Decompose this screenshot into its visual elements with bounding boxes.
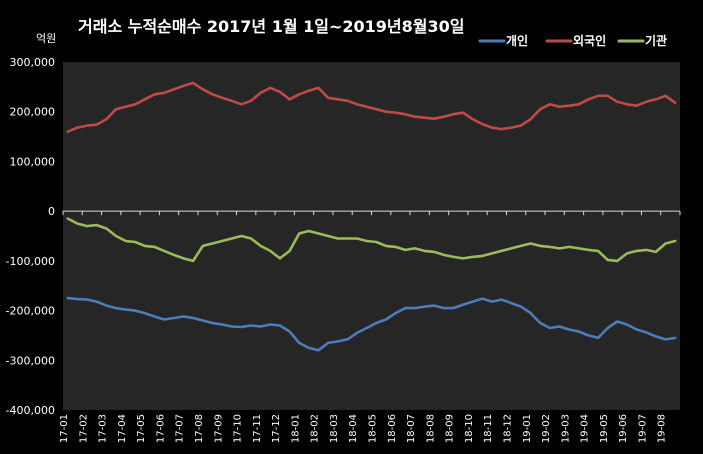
series-line-1 [66, 81, 677, 133]
x-tick-label: 17-04 [117, 414, 128, 443]
y-axis: 300,000 200,000 100,000 0 -100,000 -200,000 -3… [6, 56, 55, 417]
x-tick-label: 19-07 [637, 414, 648, 443]
x-tick-label: 18-09 [445, 414, 456, 443]
x-tick-label: 17-08 [194, 414, 205, 443]
x-tick-label: 18-04 [348, 414, 359, 443]
x-tick-label: 18-03 [329, 414, 340, 443]
x-tick-label: 18-05 [368, 414, 379, 443]
x-tick-label: 19-04 [580, 414, 591, 443]
unit-label: 억원 [36, 32, 56, 45]
y-tick-label: 100,000 [10, 155, 56, 168]
x-axis-labels: 17-01 17-02 17-03 17-04 17-05 17-06 17-07 17-08… [59, 414, 668, 443]
y-tick-label: -100,000 [6, 255, 55, 268]
x-tick-label: 17-01 [59, 414, 70, 443]
legend-label: 기관 [645, 33, 667, 48]
y-tick-label: -400,000 [6, 404, 55, 417]
x-tick-marks [62, 211, 681, 216]
series-line-0 [66, 296, 677, 352]
x-tick-label: 18-06 [387, 414, 398, 443]
x-tick-label: 19-06 [618, 414, 629, 443]
x-tick-label: 19-05 [599, 414, 610, 443]
x-tick-label: 19-08 [657, 414, 668, 443]
x-tick-label: 18-12 [502, 414, 513, 443]
y-tick-label: -200,000 [6, 305, 55, 318]
x-tick-label: 17-05 [136, 414, 147, 443]
legend-label: 외국인 [573, 33, 606, 48]
x-tick-label: 17-07 [175, 414, 186, 443]
series-line-2 [66, 217, 677, 263]
x-tick-label: 17-06 [155, 414, 166, 443]
x-tick-label: 18-07 [406, 414, 417, 443]
x-tick-label: 17-03 [98, 414, 109, 443]
x-tick-label: 18-08 [425, 414, 436, 443]
x-tick-label: 18-02 [310, 414, 321, 443]
x-tick-label: 17-11 [252, 414, 263, 443]
y-tick-label: 300,000 [10, 56, 56, 69]
series-lines [66, 81, 677, 352]
x-tick-label: 18-01 [290, 414, 301, 443]
chart-title: 거래소 누적순매수 2017년 1월 1일~2019년8월30일 [78, 17, 465, 36]
x-tick-label: 18-10 [464, 414, 475, 443]
x-tick-label: 17-12 [271, 414, 282, 443]
y-tick-label: 200,000 [10, 106, 56, 119]
x-tick-label: 19-01 [522, 414, 533, 443]
x-tick-label: 18-11 [483, 414, 494, 443]
x-tick-label: 19-02 [541, 414, 552, 443]
legend: 개인 외국인 기관 [478, 33, 667, 48]
x-tick-label: 17-10 [233, 414, 244, 443]
y-tick-label: 0 [48, 205, 55, 218]
x-tick-label: 17-02 [78, 414, 89, 443]
y-tick-label: -300,000 [6, 354, 55, 367]
x-tick-label: 17-09 [213, 414, 224, 443]
plot-area [63, 62, 680, 410]
legend-label: 개인 [506, 33, 528, 48]
x-tick-label: 19-03 [560, 414, 571, 443]
